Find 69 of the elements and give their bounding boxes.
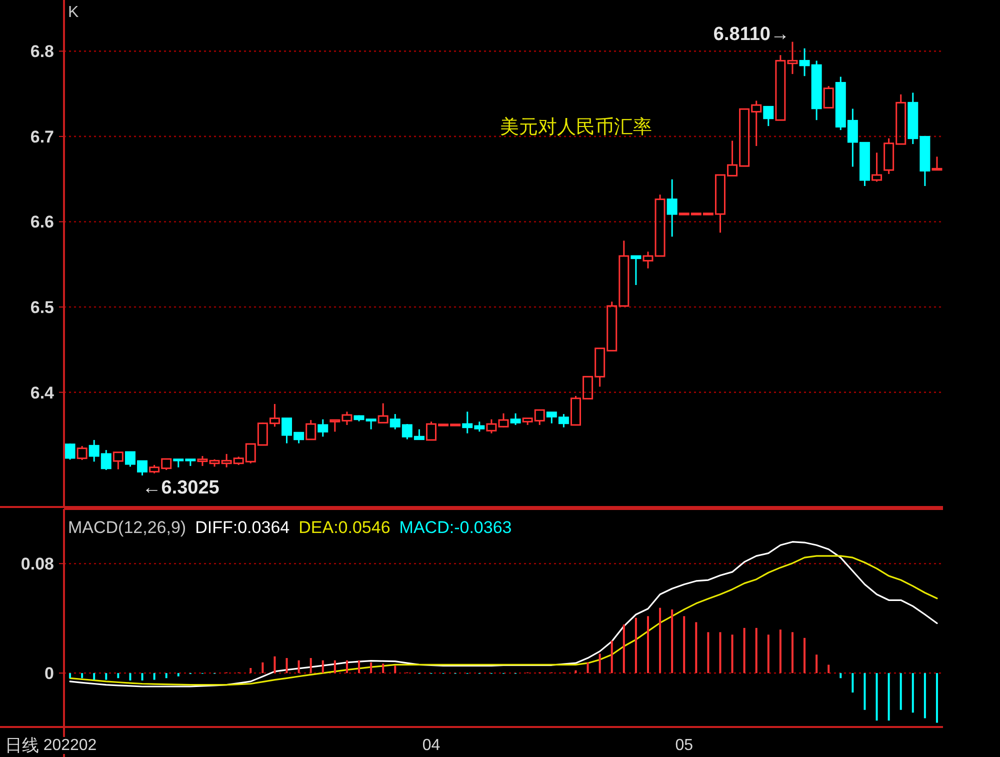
bar: [394, 666, 396, 674]
bar: [153, 673, 156, 680]
bar: [634, 618, 637, 674]
bar: [888, 673, 890, 721]
bar: [683, 616, 686, 674]
annotation: ←6.3025: [142, 477, 220, 498]
bar: [358, 660, 360, 674]
bar: [791, 632, 794, 674]
bar: [695, 622, 698, 674]
bar: [81, 673, 84, 678]
bar: [117, 673, 120, 678]
bar: [141, 673, 144, 680]
bar: [274, 656, 276, 674]
bar: [767, 634, 770, 674]
bar: [250, 668, 252, 674]
x-tick-label: 202202: [43, 737, 97, 754]
bar: [310, 658, 312, 674]
bar: [755, 628, 758, 674]
bar: [936, 673, 938, 723]
bar: [286, 658, 288, 674]
bar: [93, 673, 96, 680]
chart-title: K: [68, 4, 79, 21]
bar: [610, 640, 613, 674]
bar: [900, 673, 902, 710]
bar: [262, 662, 264, 674]
bar: [69, 673, 72, 678]
bar: [852, 673, 854, 693]
bar: [707, 632, 710, 674]
bar: [719, 632, 722, 674]
bar: [598, 654, 601, 674]
bar: [659, 608, 662, 674]
x-tick-label: 05: [675, 737, 694, 754]
bar: [828, 664, 830, 674]
bar: [864, 673, 866, 710]
bar: [165, 673, 168, 678]
bar: [876, 673, 878, 721]
bar: [912, 673, 914, 713]
bar: [779, 630, 782, 674]
y-tick-label: 0.08: [20, 554, 54, 574]
y-tick-label: 6.6: [30, 212, 54, 232]
legend: MACD(12,26,9) DIFF:0.0364 DEA:0.0546 MACD:-0.0363: [68, 518, 512, 537]
bar: [322, 660, 324, 674]
bar: [743, 628, 746, 674]
bar: [731, 634, 734, 674]
bar: [177, 673, 180, 676]
bar: [646, 616, 649, 674]
x-tick-label: 04: [422, 737, 440, 754]
bar: [105, 673, 108, 680]
bar: [816, 654, 818, 674]
x-axis-title: 日线: [5, 736, 39, 755]
bar: [804, 638, 806, 674]
text: 美元对人民币汇率: [500, 116, 652, 138]
y-tick-label: 6.4: [30, 383, 55, 402]
y-tick-label: 6.8: [30, 42, 54, 62]
bar: [586, 662, 589, 674]
bar: [840, 673, 842, 678]
bar: [382, 664, 384, 674]
annotation: 6.8110→: [713, 24, 790, 45]
bar: [924, 673, 926, 718]
bar: [622, 624, 625, 674]
bar: [129, 673, 132, 680]
y-tick-label: 6.5: [30, 298, 54, 318]
bar: [334, 660, 336, 674]
bar: [298, 660, 300, 674]
y-tick-label: 0: [44, 664, 54, 684]
bar: [671, 609, 674, 674]
bar: [346, 660, 348, 674]
bar: [370, 662, 372, 674]
y-tick-label: 6.7: [30, 127, 54, 146]
